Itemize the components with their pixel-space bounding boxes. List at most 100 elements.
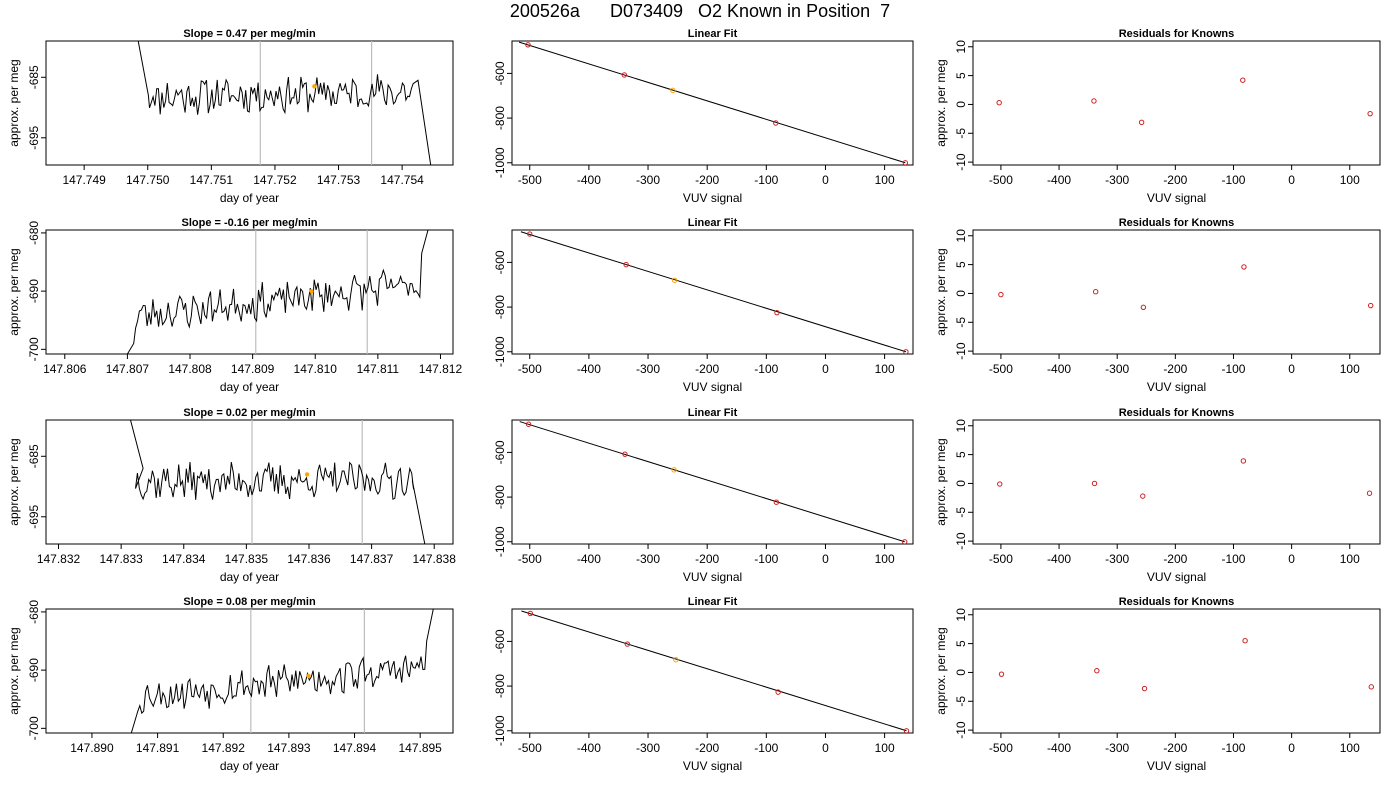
residual-point [997,481,1003,487]
signal-trace [130,609,434,733]
y-tick-label: 5 [954,451,968,458]
known-point [527,231,533,237]
known-point [902,160,909,165]
y-tick-label: -5 [954,696,968,707]
x-tick-label: 147.833 [99,552,143,566]
x-tick-label: 147.836 [287,552,331,566]
figure-title: 200526a D073409 O2 Known in Position 7 [509,1,891,21]
x-tick-label: 100 [875,741,895,755]
x-tick-label: 147.890 [70,741,114,755]
plot-frame [972,40,1381,166]
plot-frame [511,419,914,545]
x-tick-label: -200 [695,552,719,566]
x-tick-label: -500 [518,741,542,755]
y-tick-label: -800 [493,106,507,130]
x-tick-label: 0 [822,552,829,566]
x-tick-label: -300 [1105,173,1129,187]
x-tick-label: 100 [875,552,895,566]
x-tick-label: -200 [695,173,719,187]
x-tick-label: -200 [695,362,719,376]
x-axis-label: VUV signal [683,191,742,205]
x-tick-label: 100 [1340,362,1360,376]
known-point [624,641,631,647]
mean-marker-point [309,288,314,294]
residual-point [1241,264,1247,270]
fit-line [521,610,907,732]
signal-trace [137,41,432,165]
y-axis-label: approx. per meg [934,248,948,335]
y-tick-label: -10 [954,153,968,171]
x-axis-label: VUV signal [683,380,742,394]
sample-point [673,657,679,663]
panel-time-2: Slope = -0.16 per meg/min 147.806 147.807 1… [7,217,462,394]
plot-frame [511,40,914,166]
residual-point [1240,77,1246,83]
x-tick-label: -500 [518,173,542,187]
known-point [623,261,629,268]
known-point [622,451,628,457]
y-tick-label: -800 [493,674,507,698]
residual-point [1140,304,1147,310]
x-axis-label: VUV signal [1147,570,1206,584]
x-tick-label: -100 [1221,362,1245,376]
plot-frame [45,419,454,545]
x-tick-label: -100 [1221,741,1245,755]
y-tick-label: 0 [954,669,968,676]
x-tick-label: -400 [577,552,601,566]
panel-title: Slope = 0.47 per meg/min [183,28,316,40]
x-tick-label: -400 [577,741,601,755]
y-tick-label: -5 [954,128,968,139]
residual-point [1240,458,1247,464]
mean-marker-point [312,84,317,89]
residual-point [998,291,1004,298]
x-tick-label: -100 [1221,552,1245,566]
x-tick-label: -500 [989,173,1013,187]
panel-title: Linear Fit [688,596,738,608]
x-tick-label: 147.754 [380,173,424,187]
residual-point [1141,685,1148,692]
y-tick-label: -10 [954,721,968,739]
panel-title: Linear Fit [688,407,738,419]
x-tick-label: -500 [518,552,542,566]
panel-resid-2: Residuals for Knowns-500 -400 -300 -200 -100… [934,217,1381,394]
known-point [903,728,910,733]
y-tick-label: 5 [954,640,968,647]
x-tick-label: -200 [1163,741,1187,755]
x-tick-label: 147.832 [37,552,81,566]
residual-point [1091,480,1098,487]
x-tick-label: 147.834 [162,552,206,566]
fit-line [518,41,906,164]
y-tick-label: -1000 [493,147,507,178]
x-axis-label: VUV signal [1147,759,1206,773]
mean-marker-point [304,472,310,477]
x-axis-label: day of year [220,380,279,394]
x-tick-label: -100 [754,173,778,187]
plot-frame [45,40,454,166]
y-tick-label: -1000 [493,526,507,557]
plot-frame [511,608,914,734]
x-tick-label: 147.751 [190,173,234,187]
y-tick-label: -695 [27,125,41,149]
x-tick-label: 147.807 [106,362,150,376]
known-point [773,120,779,126]
x-tick-label: 0 [1288,741,1295,755]
known-point [774,309,780,316]
known-point [621,72,628,78]
x-tick-label: -500 [518,362,542,376]
y-axis-label: approx. per meg [7,248,21,335]
panel-time-3: Slope = 0.02 per meg/min 147.832 147.833 14… [7,407,456,584]
x-tick-label: 100 [875,173,895,187]
residual-point [1094,668,1100,674]
residual-point [1367,302,1374,309]
x-tick-label: -300 [636,362,660,376]
sample-point [671,467,677,473]
residual-point [1367,110,1373,117]
sample-point [670,87,676,94]
x-tick-label: 147.837 [350,552,394,566]
panel-title: Slope = 0.02 per meg/min [183,407,316,419]
x-axis-label: VUV signal [1147,380,1206,394]
panel-fit-1: Linear Fit-500 -400 -300 -200 -100 0 100-600-8… [493,28,914,205]
plot-frame [45,608,454,734]
known-point [527,610,534,617]
y-axis-label: approx. per meg [7,627,21,714]
